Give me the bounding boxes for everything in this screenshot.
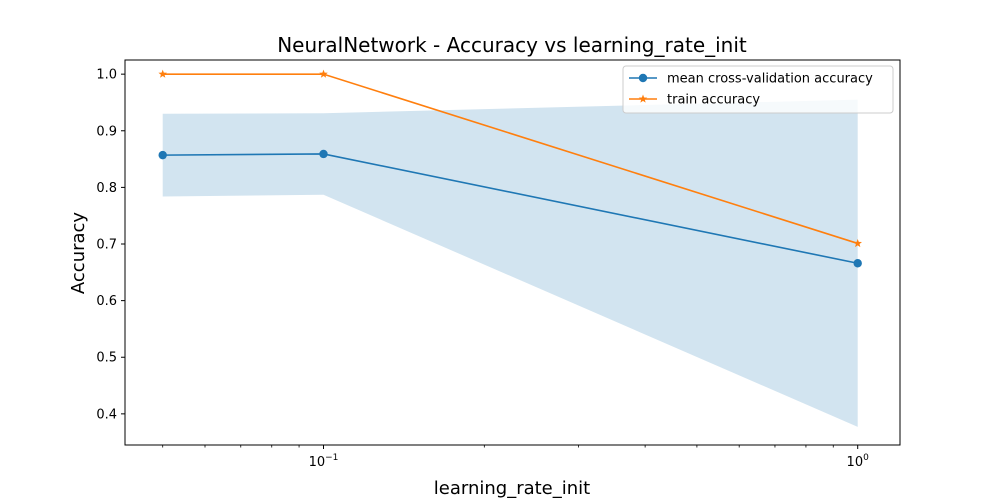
y-tick-label: 0.8: [96, 181, 117, 196]
x-tick-label: 10−1: [309, 453, 339, 470]
legend-label: train accuracy: [667, 93, 760, 108]
legend-box: [622, 65, 894, 114]
axes-frame: [124, 59, 901, 446]
y-tick-label: 0.6: [96, 294, 117, 309]
legend: mean cross-validation accuracy train accu…: [622, 65, 894, 114]
y-axis-label: Accuracy: [68, 212, 89, 295]
axes: 0.4 0.5 0.6 0.7 0.8 0.9 1.0 10−1 100: [96, 59, 901, 470]
legend-marker: [638, 94, 648, 103]
x-tick-label: 100: [847, 453, 870, 470]
plot-area: [158, 69, 862, 427]
data-point: [853, 259, 862, 268]
y-tick-label: 0.4: [96, 407, 117, 422]
legend-marker: [638, 73, 648, 83]
data-point: [158, 69, 167, 78]
x-axis-label: learning_rate_init: [434, 478, 590, 499]
legend-label: mean cross-validation accuracy: [667, 72, 873, 87]
y-tick-label: 0.5: [96, 351, 117, 366]
data-point: [853, 238, 862, 248]
data-point: [319, 149, 328, 159]
data-point: [319, 69, 328, 78]
y-tick-label: 1.0: [96, 68, 117, 83]
y-tick-label: 0.9: [96, 124, 117, 139]
chart-title: NeuralNetwork - Accuracy vs learning_rat…: [277, 33, 747, 57]
y-tick-label: 0.7: [96, 238, 117, 253]
confidence-band: [162, 99, 858, 427]
data-point: [158, 150, 167, 160]
